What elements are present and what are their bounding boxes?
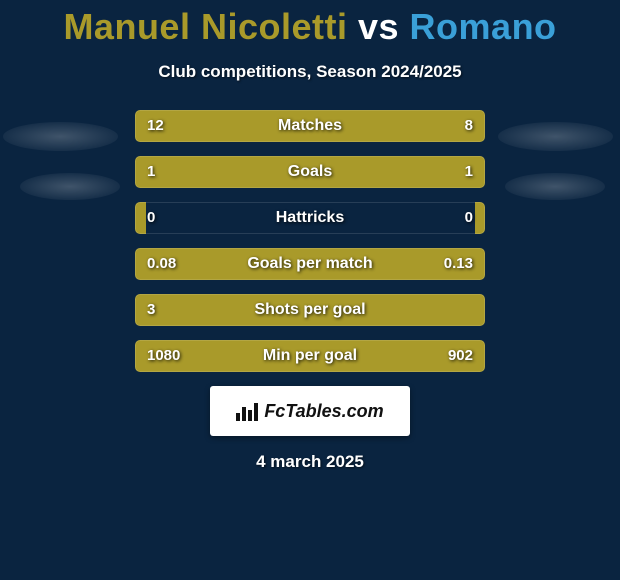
chart-icon	[236, 401, 258, 421]
stat-row: 1080Min per goal902	[135, 340, 485, 372]
stat-row: 0Hattricks0	[135, 202, 485, 234]
stat-label: Goals	[135, 156, 485, 188]
stat-label: Goals per match	[135, 248, 485, 280]
decor-ellipse	[20, 173, 120, 200]
stat-value-right: 902	[448, 340, 473, 372]
stat-value-right: 0.13	[444, 248, 473, 280]
stat-label: Hattricks	[135, 202, 485, 234]
stat-value-right: 0	[465, 202, 473, 234]
decor-ellipse	[498, 122, 613, 151]
stat-row: 3Shots per goal	[135, 294, 485, 326]
player1-name: Manuel Nicoletti	[63, 6, 347, 47]
stats-container: 12Matches8 1Goals1 0Hattricks0 0.08Goals pe…	[135, 110, 485, 372]
stat-row: 12Matches8	[135, 110, 485, 142]
brand-text: FcTables.com	[264, 401, 383, 422]
date: 4 march 2025	[0, 452, 620, 472]
vs-text: vs	[358, 6, 399, 47]
stat-label: Matches	[135, 110, 485, 142]
stat-row: 0.08Goals per match0.13	[135, 248, 485, 280]
subtitle: Club competitions, Season 2024/2025	[0, 62, 620, 82]
stat-value-right: 8	[465, 110, 473, 142]
brand-badge: FcTables.com	[210, 386, 410, 436]
comparison-title: Manuel Nicoletti vs Romano	[0, 0, 620, 48]
stat-row: 1Goals1	[135, 156, 485, 188]
stat-label: Shots per goal	[135, 294, 485, 326]
decor-ellipse	[505, 173, 605, 200]
stat-label: Min per goal	[135, 340, 485, 372]
stat-value-right: 1	[465, 156, 473, 188]
player2-name: Romano	[410, 6, 557, 47]
decor-ellipse	[3, 122, 118, 151]
